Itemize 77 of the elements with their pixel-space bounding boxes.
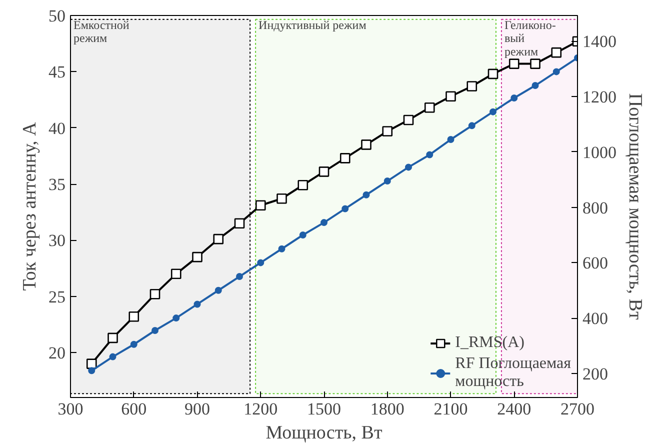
point: [192, 252, 202, 262]
y-tick-label: 35: [48, 175, 66, 194]
point: [424, 102, 435, 113]
point: [318, 166, 330, 177]
point: [426, 151, 434, 158]
point: [447, 136, 454, 144]
y2-axis-title: Поглощаемая мощность, Вт: [624, 93, 646, 320]
point: [299, 232, 306, 239]
point: [130, 340, 138, 348]
point: [340, 153, 350, 164]
point: [276, 193, 287, 204]
point: [342, 205, 349, 212]
x-tick-label: 2100: [434, 400, 468, 418]
point: [298, 180, 308, 190]
x-tick-label: 2700: [560, 400, 594, 418]
point: [468, 122, 476, 130]
y2-tick-label: 1200: [582, 88, 616, 107]
point: [384, 178, 391, 185]
x-axis-title: Мощность, Вт: [266, 422, 383, 444]
point: [466, 81, 478, 92]
y-tick-label: 25: [48, 287, 66, 306]
point: [86, 358, 97, 369]
point: [530, 58, 540, 69]
point: [552, 68, 560, 76]
point: [320, 219, 328, 226]
point: [532, 82, 539, 90]
y-tick-label: 50: [48, 6, 66, 26]
point: [128, 311, 140, 322]
point: [488, 68, 498, 80]
y-tick-label: 40: [48, 118, 66, 138]
y2-tick-label: 1400: [582, 32, 616, 52]
point: [361, 140, 372, 150]
point: [510, 94, 518, 102]
x-tick-label: 1200: [244, 400, 278, 418]
band-label: Индуктивный режим: [258, 18, 367, 32]
x-tick-label: 300: [58, 400, 84, 418]
y2-tick-label: 1000: [582, 142, 616, 162]
point: [382, 126, 393, 136]
point: [490, 108, 496, 116]
band-label: Геликоно- вый режим: [504, 18, 556, 58]
y-tick-label: 20: [48, 344, 66, 363]
point: [508, 58, 520, 69]
point: [108, 332, 118, 344]
legend-label: RF Поглощаемая мощность: [455, 355, 571, 391]
point: [150, 288, 160, 300]
x-tick-label: 900: [184, 400, 210, 418]
x-tick-label: 600: [121, 400, 147, 418]
band-label: Емкостной режим: [74, 18, 130, 46]
y2-tick-label: 600: [582, 254, 608, 273]
point: [257, 259, 264, 266]
x-tick-label: 2400: [497, 400, 532, 418]
y-axis-title: Ток через антенну, А: [20, 122, 40, 291]
y2-tick-label: 200: [582, 364, 608, 384]
point: [405, 164, 412, 171]
point: [170, 268, 182, 280]
y-tick-label: 45: [48, 62, 66, 82]
point: [278, 245, 286, 252]
point: [213, 234, 224, 244]
point: [234, 218, 245, 229]
point: [214, 286, 222, 294]
x-tick-label: 1500: [307, 400, 341, 418]
point: [109, 353, 116, 360]
point: [236, 273, 243, 280]
point: [194, 300, 201, 308]
point: [152, 327, 158, 334]
point: [255, 200, 266, 211]
y2-tick-label: 800: [582, 198, 608, 218]
y-tick-label: 30: [48, 231, 66, 250]
y2-tick-label: 400: [582, 309, 608, 328]
point: [88, 367, 96, 374]
point: [403, 114, 414, 126]
point: [362, 191, 370, 198]
point: [172, 314, 180, 322]
point: [551, 47, 562, 58]
point: [446, 91, 456, 102]
legend-label: I_RMS(A): [455, 334, 524, 352]
x-tick-label: 1800: [370, 400, 404, 418]
